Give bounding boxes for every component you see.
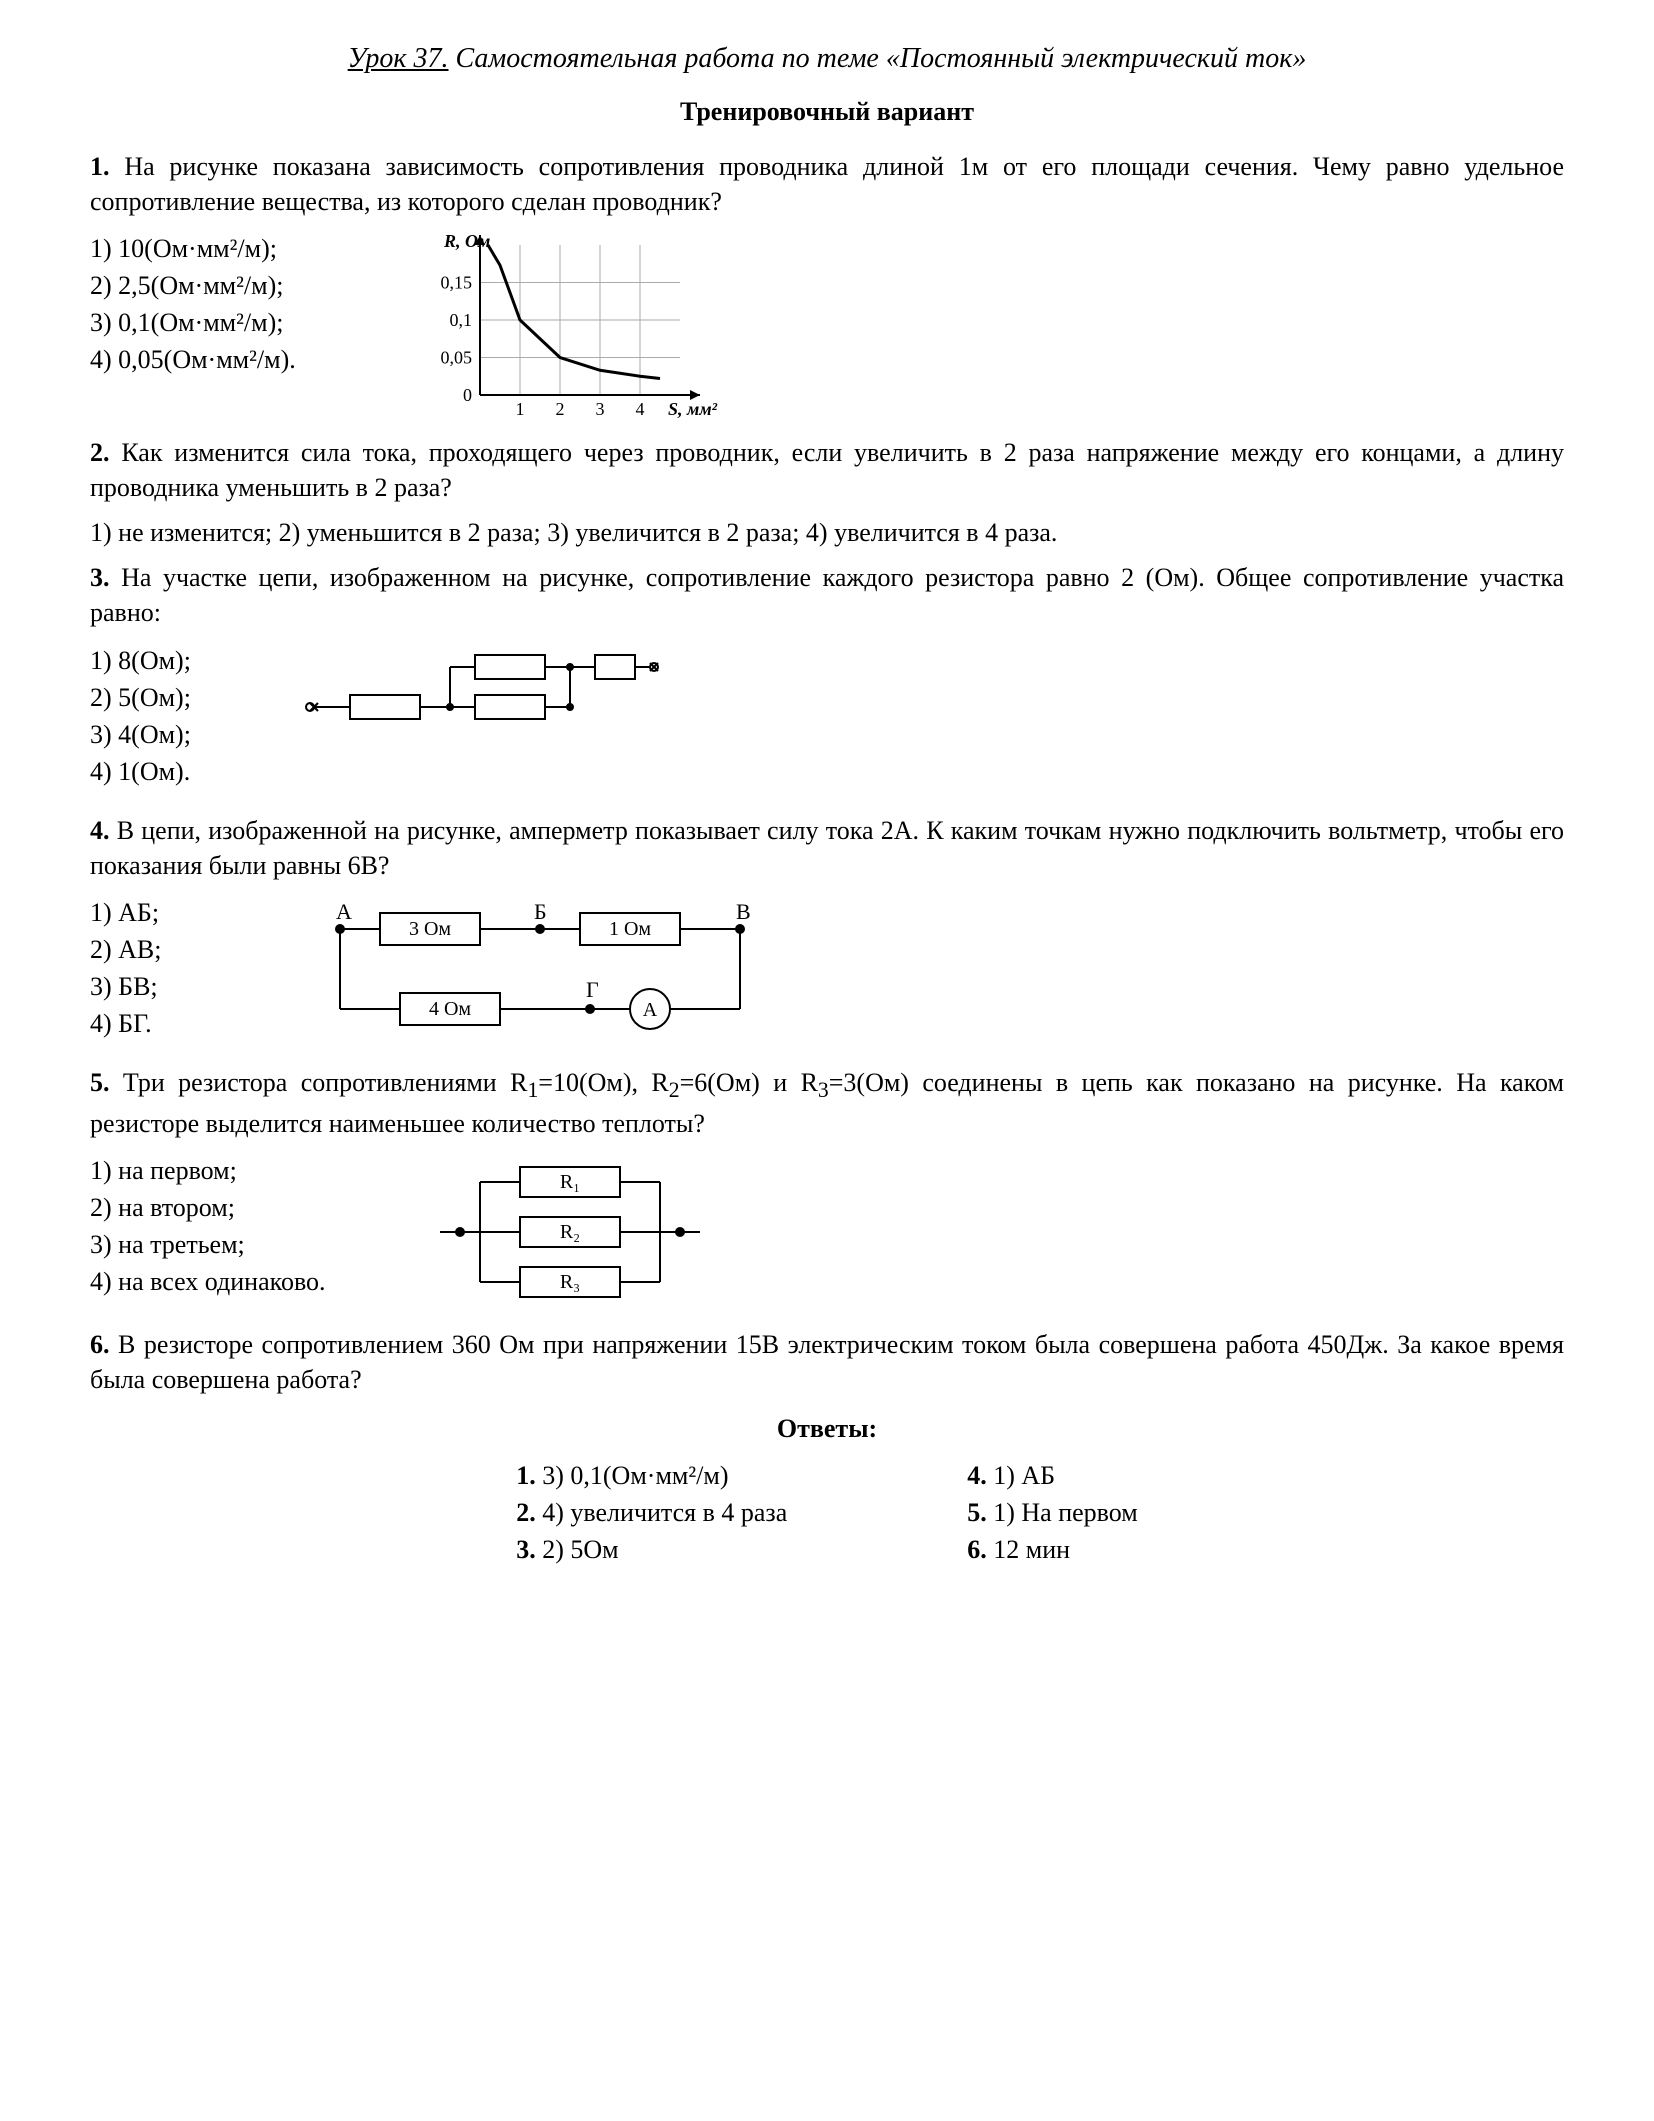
q5-options: 1) на первом; 2) на втором; 3) на третье…	[90, 1151, 410, 1301]
svg-text:3 Ом: 3 Ом	[409, 918, 451, 940]
svg-text:2: 2	[556, 399, 565, 419]
q4-text: 4. В цепи, изображенной на рисунке, ампе…	[90, 813, 1564, 883]
svg-text:0,1: 0,1	[450, 310, 473, 330]
q5-opt3: 3) на третьем;	[90, 1227, 410, 1262]
ans3: 3. 2) 5Ом	[516, 1532, 787, 1567]
answers-block: 1. 3) 0,1(Ом·мм²/м) 2. 4) увеличится в 4…	[90, 1454, 1564, 1571]
q3-options: 1) 8(Ом); 2) 5(Ом); 3) 4(Ом); 4) 1(Ом).	[90, 641, 270, 791]
q6-num: 6.	[90, 1330, 110, 1359]
q3-text: 3. На участке цепи, изображенном на рису…	[90, 560, 1564, 630]
q5-circuit: R₁ R₂ R₃	[440, 1147, 700, 1317]
svg-text:4 Ом: 4 Ом	[429, 998, 471, 1020]
svg-text:R₁: R₁	[560, 1171, 580, 1193]
svg-text:3: 3	[596, 399, 605, 419]
q4-options: 1) АБ; 2) АВ; 3) БВ; 4) БГ.	[90, 893, 270, 1043]
svg-text:В: В	[736, 899, 751, 924]
svg-text:А: А	[336, 899, 352, 924]
answers-title: Ответы:	[90, 1411, 1564, 1446]
ans6: 6. 12 мин	[967, 1532, 1138, 1567]
q5-text: 5. Три резистора сопротивлениями R1=10(О…	[90, 1065, 1564, 1141]
q1-num: 1.	[90, 152, 110, 181]
q1-opt1: 1) 10(Ом·мм²/м);	[90, 231, 370, 266]
q3-opt4: 4) 1(Ом).	[90, 754, 270, 789]
svg-text:4: 4	[636, 399, 645, 419]
svg-text:R₃: R₃	[560, 1271, 580, 1293]
q1-opt4: 4) 0,05(Ом·мм²/м).	[90, 342, 370, 377]
q1-opt3: 3) 0,1(Ом·мм²/м);	[90, 305, 370, 340]
q5-num: 5.	[90, 1068, 110, 1097]
svg-text:R, Ом: R, Ом	[443, 231, 490, 251]
lesson-number: Урок 37.	[348, 43, 449, 74]
q2-options: 1) не изменится; 2) уменьшится в 2 раза;…	[90, 515, 1564, 550]
q1-body: На рисунке показана зависимость сопротив…	[90, 152, 1564, 216]
answers-left: 1. 3) 0,1(Ом·мм²/м) 2. 4) увеличится в 4…	[516, 1456, 787, 1569]
svg-text:Б: Б	[534, 899, 547, 924]
q2-num: 2.	[90, 438, 110, 467]
q6-text: 6. В резисторе сопротивлением 360 Ом при…	[90, 1327, 1564, 1397]
answers-right: 4. 1) АБ 5. 1) На первом 6. 12 мин	[967, 1456, 1138, 1569]
svg-text:R₂: R₂	[560, 1221, 580, 1243]
q2-body: Как изменится сила тока, проходящего чер…	[90, 438, 1564, 502]
q4-opt4: 4) БГ.	[90, 1006, 270, 1041]
q1-text: 1. На рисунке показана зависимость сопро…	[90, 149, 1564, 219]
title-rest: Самостоятельная работа по теме «Постоянн…	[449, 43, 1307, 74]
svg-text:0,15: 0,15	[441, 273, 473, 293]
q2-text: 2. Как изменится сила тока, проходящего …	[90, 435, 1564, 505]
q5-opt2: 2) на втором;	[90, 1190, 410, 1225]
svg-text:0: 0	[463, 385, 472, 405]
q5-opt1: 1) на первом;	[90, 1153, 410, 1188]
ans1: 1. 3) 0,1(Ом·мм²/м)	[516, 1458, 787, 1493]
svg-text:S, мм²: S, мм²	[668, 399, 718, 419]
ans2: 2. 4) увеличится в 4 раза	[516, 1495, 787, 1530]
q1-chart: 1 2 3 4 0 0,05 0,1 0,15 R, Ом S, мм²	[400, 225, 730, 425]
q3-opt2: 2) 5(Ом);	[90, 680, 270, 715]
svg-text:0,05: 0,05	[441, 348, 473, 368]
q4-opt1: 1) АБ;	[90, 895, 270, 930]
q4-body: В цепи, изображенной на рисунке, амперме…	[90, 816, 1564, 880]
page-title: Урок 37. Самостоятельная работа по теме …	[90, 40, 1564, 78]
ans4: 4. 1) АБ	[967, 1458, 1138, 1493]
q1-opt2: 2) 2,5(Ом·мм²/м);	[90, 268, 370, 303]
q5-c: =6(Ом) и R	[680, 1068, 818, 1097]
svg-text:1: 1	[516, 399, 525, 419]
q4-num: 4.	[90, 816, 110, 845]
q6-body: В резисторе сопротивлением 360 Ом при на…	[90, 1330, 1564, 1394]
q3-opt1: 1) 8(Ом);	[90, 643, 270, 678]
q5-b: =10(Ом), R	[538, 1068, 668, 1097]
q4-opt2: 2) АВ;	[90, 932, 270, 967]
svg-text:1 Ом: 1 Ом	[609, 918, 651, 940]
svg-text:А: А	[643, 999, 658, 1021]
q5-a: Три резистора сопротивлениями R	[123, 1068, 528, 1097]
q4-opt3: 3) БВ;	[90, 969, 270, 1004]
ans5: 5. 1) На первом	[967, 1495, 1138, 1530]
q3-circuit	[300, 637, 660, 747]
q3-body: На участке цепи, изображенном на рисунке…	[90, 563, 1564, 627]
q4-circuit: 3 Ом 1 Ом 4 Ом А А Б В Г	[300, 889, 780, 1049]
q3-opt3: 3) 4(Ом);	[90, 717, 270, 752]
subtitle: Тренировочный вариант	[90, 94, 1564, 129]
q5-opt4: 4) на всех одинаково.	[90, 1264, 410, 1299]
q1-options: 1) 10(Ом·мм²/м); 2) 2,5(Ом·мм²/м); 3) 0,…	[90, 229, 370, 379]
svg-text:Г: Г	[586, 977, 599, 1002]
q3-num: 3.	[90, 563, 110, 592]
